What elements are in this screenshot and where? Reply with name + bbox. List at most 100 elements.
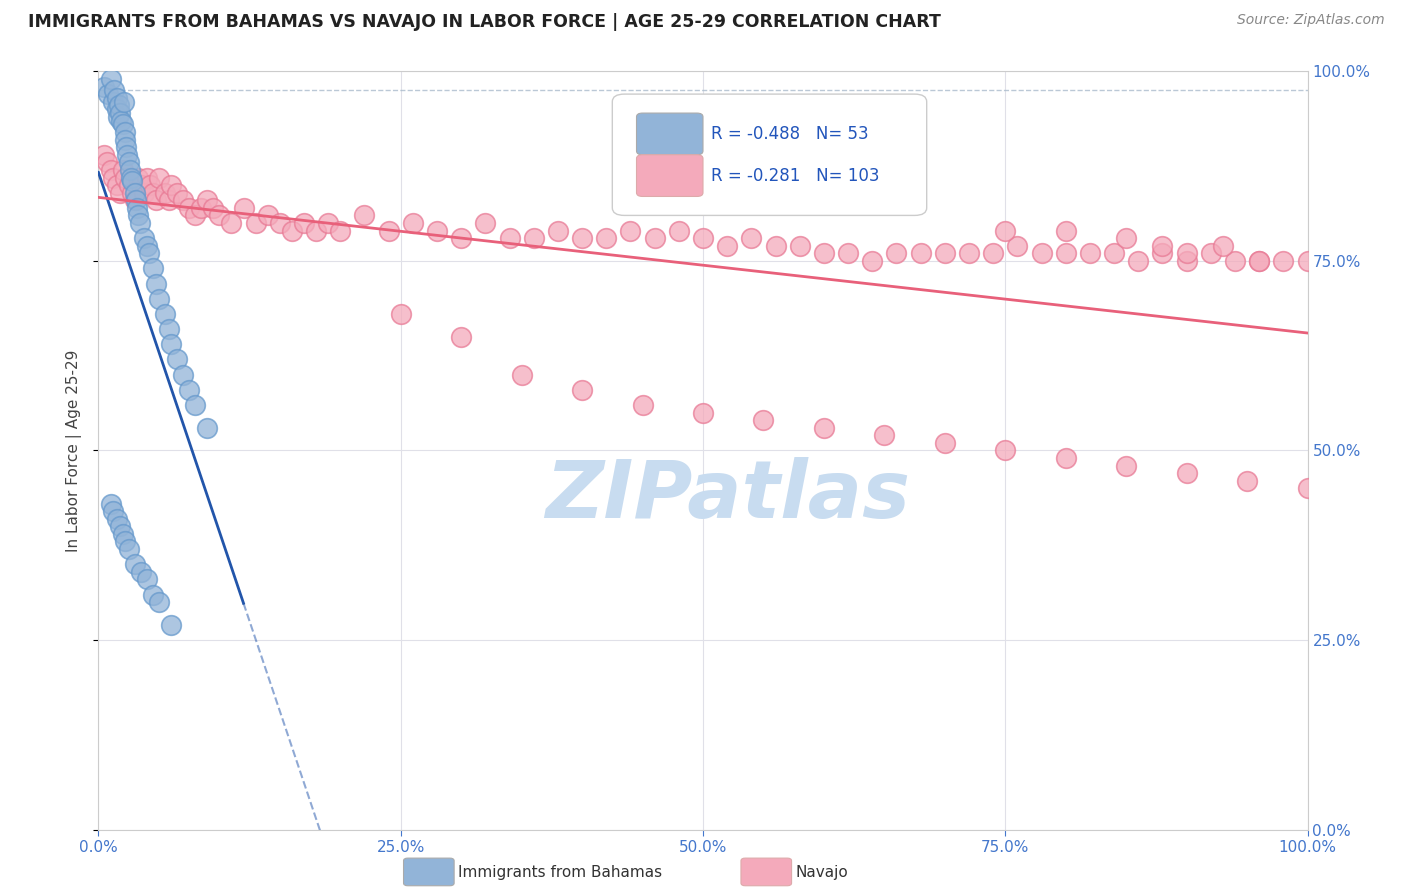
Point <box>571 231 593 245</box>
Text: Immigrants from Bahamas: Immigrants from Bahamas <box>458 865 662 880</box>
Point <box>114 132 136 146</box>
Point <box>221 216 243 230</box>
Point <box>118 155 141 169</box>
Point <box>1115 231 1137 245</box>
Point <box>114 170 136 185</box>
Point <box>631 398 654 412</box>
Point <box>957 246 980 260</box>
Point <box>1152 246 1174 260</box>
Point <box>139 178 162 193</box>
Point <box>426 223 449 237</box>
Point <box>153 186 176 200</box>
Point <box>1128 253 1150 268</box>
Point <box>190 201 212 215</box>
Point <box>127 209 149 223</box>
Point <box>97 87 120 102</box>
Point <box>450 330 472 344</box>
Point <box>100 72 122 87</box>
Point <box>107 110 129 124</box>
Point <box>510 368 533 382</box>
Point <box>1054 451 1077 466</box>
Point <box>1152 238 1174 253</box>
Point <box>111 526 134 541</box>
Point <box>1296 482 1319 496</box>
Point <box>103 83 125 97</box>
Point <box>1078 246 1101 260</box>
Point <box>1031 246 1053 260</box>
Point <box>100 163 122 178</box>
Point <box>329 223 352 237</box>
Point <box>1175 253 1198 268</box>
Point <box>118 178 141 193</box>
Point <box>179 383 201 397</box>
Point <box>1236 474 1258 488</box>
Point <box>474 216 496 230</box>
Point <box>120 170 142 185</box>
Point <box>292 216 315 230</box>
Point <box>172 368 194 382</box>
Text: Source: ZipAtlas.com: Source: ZipAtlas.com <box>1237 13 1385 28</box>
Point <box>994 443 1017 458</box>
Point <box>934 246 956 260</box>
Point <box>129 178 152 193</box>
Point <box>195 194 218 208</box>
Point <box>110 113 132 128</box>
Point <box>114 125 136 139</box>
Point <box>232 201 254 215</box>
Point <box>860 253 883 268</box>
Point <box>118 542 141 557</box>
Point <box>1175 246 1198 260</box>
Point <box>184 398 207 412</box>
Point <box>523 231 546 245</box>
Point <box>837 246 859 260</box>
Point <box>166 352 188 367</box>
Point <box>105 178 128 193</box>
Point <box>160 178 183 193</box>
Point <box>172 194 194 208</box>
Point <box>450 231 472 245</box>
Point <box>692 405 714 420</box>
Point <box>148 170 170 185</box>
Point <box>121 174 143 188</box>
Text: IMMIGRANTS FROM BAHAMAS VS NAVAJO IN LABOR FORCE | AGE 25-29 CORRELATION CHART: IMMIGRANTS FROM BAHAMAS VS NAVAJO IN LAB… <box>28 13 941 31</box>
Point <box>129 565 152 579</box>
Point <box>166 186 188 200</box>
Point <box>112 95 135 109</box>
Point <box>765 238 787 253</box>
Point <box>125 194 148 208</box>
Point <box>105 103 128 117</box>
Point <box>202 201 225 215</box>
Point <box>1175 467 1198 481</box>
Point <box>1199 246 1222 260</box>
Point <box>377 223 399 237</box>
Point <box>145 194 167 208</box>
Point <box>1054 223 1077 237</box>
Point <box>101 170 124 185</box>
Point <box>93 148 115 162</box>
Point <box>134 186 156 200</box>
Point <box>256 209 278 223</box>
Point <box>1249 253 1271 268</box>
Point <box>994 223 1017 237</box>
Point <box>752 413 775 427</box>
Point <box>813 421 835 435</box>
Point <box>1212 238 1234 253</box>
Text: R = -0.488   N= 53: R = -0.488 N= 53 <box>711 125 869 144</box>
Point <box>100 496 122 510</box>
Point <box>108 186 131 200</box>
Point <box>595 231 617 245</box>
Point <box>498 231 520 245</box>
Point <box>716 238 738 253</box>
Point <box>101 504 124 518</box>
Point <box>1272 253 1295 268</box>
Point <box>145 277 167 291</box>
Point <box>148 595 170 609</box>
Point <box>886 246 908 260</box>
Point <box>981 246 1004 260</box>
Point <box>353 209 375 223</box>
Point <box>389 307 412 321</box>
Point <box>1296 253 1319 268</box>
Point <box>305 223 328 237</box>
Text: ZIPatlas: ZIPatlas <box>544 457 910 535</box>
Point <box>402 216 425 230</box>
